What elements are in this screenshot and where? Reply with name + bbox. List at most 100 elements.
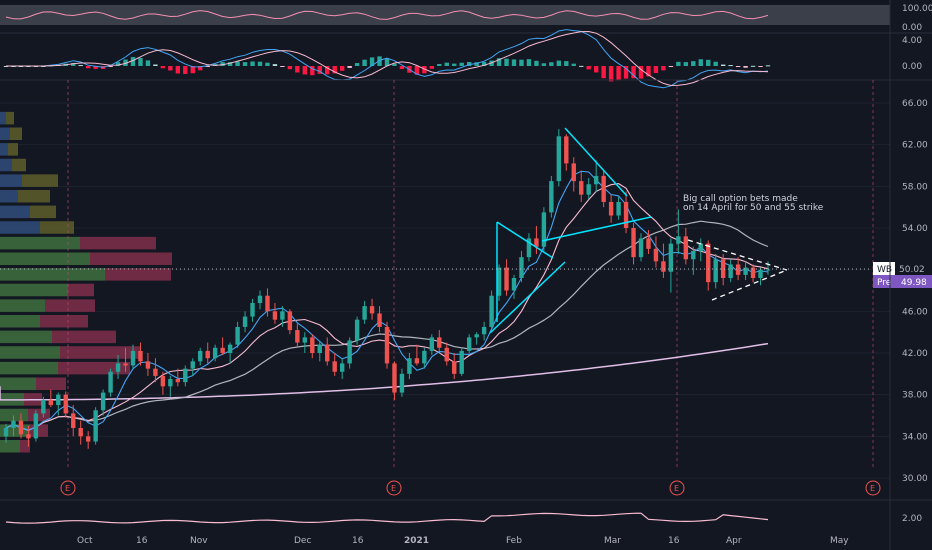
candle-body (459, 350, 464, 374)
price-tag-symbol: WB (877, 265, 892, 275)
candle-body (56, 394, 61, 406)
candle-body (123, 363, 128, 366)
candle-body (160, 375, 166, 387)
volume-profile-up-bar (0, 236, 80, 250)
rsi-line (5, 10, 769, 20)
macd-histogram-bar (526, 59, 532, 66)
volume-profile-down-bar (52, 330, 116, 344)
candle-body (71, 413, 76, 428)
macd-histogram-bar (332, 66, 337, 74)
candle-body (452, 361, 457, 374)
volume-profile-down-bar (22, 174, 58, 187)
candle-body (758, 269, 763, 278)
volume-profile-down-bar (8, 143, 18, 156)
macd-tick-4: 4.00 (902, 36, 922, 46)
earnings-marker-1-label: E (65, 484, 70, 493)
volume-profile-down-bar (45, 299, 95, 312)
x-axis-label: Mar (604, 536, 621, 546)
candle-body (227, 344, 233, 353)
candle-body (616, 201, 621, 216)
candle-body (168, 379, 173, 387)
macd-histogram-bar (115, 62, 121, 66)
earnings-marker-3[interactable] (669, 480, 685, 496)
macd-histogram-bar (250, 61, 255, 66)
macd-histogram-bar (235, 61, 240, 66)
pre-tag-label: Pre (877, 278, 892, 288)
macd-histogram-bar (743, 66, 748, 68)
candle-body (190, 361, 195, 369)
candle-body (437, 337, 442, 348)
bottom-indicator-line (5, 512, 769, 524)
rsi-tick-100: 100.00 (902, 4, 932, 14)
rsi-band (0, 5, 890, 25)
candle-body (496, 267, 502, 296)
candle-body (474, 334, 479, 338)
candle-body (661, 261, 666, 272)
rsi-pane: 100.00 0.00 (0, 4, 932, 33)
volume-profile-up-bar (0, 143, 8, 156)
candle-body (41, 399, 46, 414)
macd-histogram-bar (556, 60, 562, 66)
macd-histogram-bar (347, 66, 352, 68)
macd-histogram-bar (646, 66, 651, 77)
pre-tag-value: 49.98 (901, 278, 927, 288)
trend-lines (489, 127, 652, 334)
macd-histogram-bar (265, 62, 270, 66)
candle-body (108, 371, 113, 393)
earnings-marker-2[interactable] (386, 480, 402, 496)
macd-histogram-bar (377, 56, 382, 66)
price-tag-value: 50.02 (899, 265, 925, 275)
wedge-lines (687, 239, 788, 301)
pennant-top-line (496, 221, 554, 259)
macd-histogram-bar (205, 66, 210, 67)
candle-body (362, 306, 367, 320)
x-axis-label: Oct (77, 536, 93, 546)
earnings-marker-1[interactable] (60, 480, 76, 496)
macd-histogram-bar (601, 66, 606, 79)
annotation-line-2: on 14 April for 50 and 55 strike (683, 203, 824, 213)
candle-body (728, 264, 733, 278)
macd-histogram-bar (668, 66, 674, 67)
candle-body (3, 428, 9, 437)
volume-profile-down-bar (30, 205, 56, 219)
candle-body (250, 303, 255, 317)
candle-body (638, 238, 644, 258)
macd-histogram-bar (549, 62, 554, 66)
macd-histogram-bar (728, 65, 733, 67)
wedge-lower-line (711, 269, 788, 301)
candles (3, 129, 771, 449)
candle-body (115, 363, 121, 372)
annotation-line-1: Big call option bets made (683, 194, 798, 204)
x-axis-label: Nov (190, 536, 208, 546)
volume-profile-down-bar (18, 190, 50, 203)
candle-body (608, 201, 614, 216)
macd-histogram-bar (653, 66, 659, 74)
x-axis-label: 2021 (404, 536, 429, 546)
macd-histogram-bar (175, 66, 181, 74)
volume-profile-up-bar (0, 299, 45, 312)
candle-body (444, 347, 449, 362)
candle-body (130, 350, 136, 366)
volume-profile-down-bar (6, 111, 14, 125)
macd-histogram-bar (280, 66, 285, 67)
volume-profile-up-bar (0, 111, 6, 125)
volume-profile-down-bar (20, 440, 30, 453)
macd-histogram-bar (71, 62, 76, 66)
candle-body (175, 379, 181, 383)
candle-body (735, 264, 741, 275)
volume-profile-down-bar (60, 346, 140, 359)
volume-profile-down-bar (30, 424, 48, 437)
candle-body (317, 344, 322, 353)
candle-body (220, 347, 225, 353)
macd-histogram-bar (183, 66, 188, 74)
price-tick-label: 34.00 (902, 432, 928, 442)
volume-profile-up-bar (0, 315, 40, 328)
macd-histogram-bar (85, 66, 91, 69)
candle-body (257, 295, 263, 303)
candle-body (414, 358, 420, 364)
macd-histogram-bar (474, 62, 479, 66)
candle-body (26, 434, 31, 439)
macd-histogram-bar (78, 65, 83, 67)
macd-histogram-bar (511, 59, 517, 66)
earnings-marker-4[interactable] (865, 480, 881, 496)
